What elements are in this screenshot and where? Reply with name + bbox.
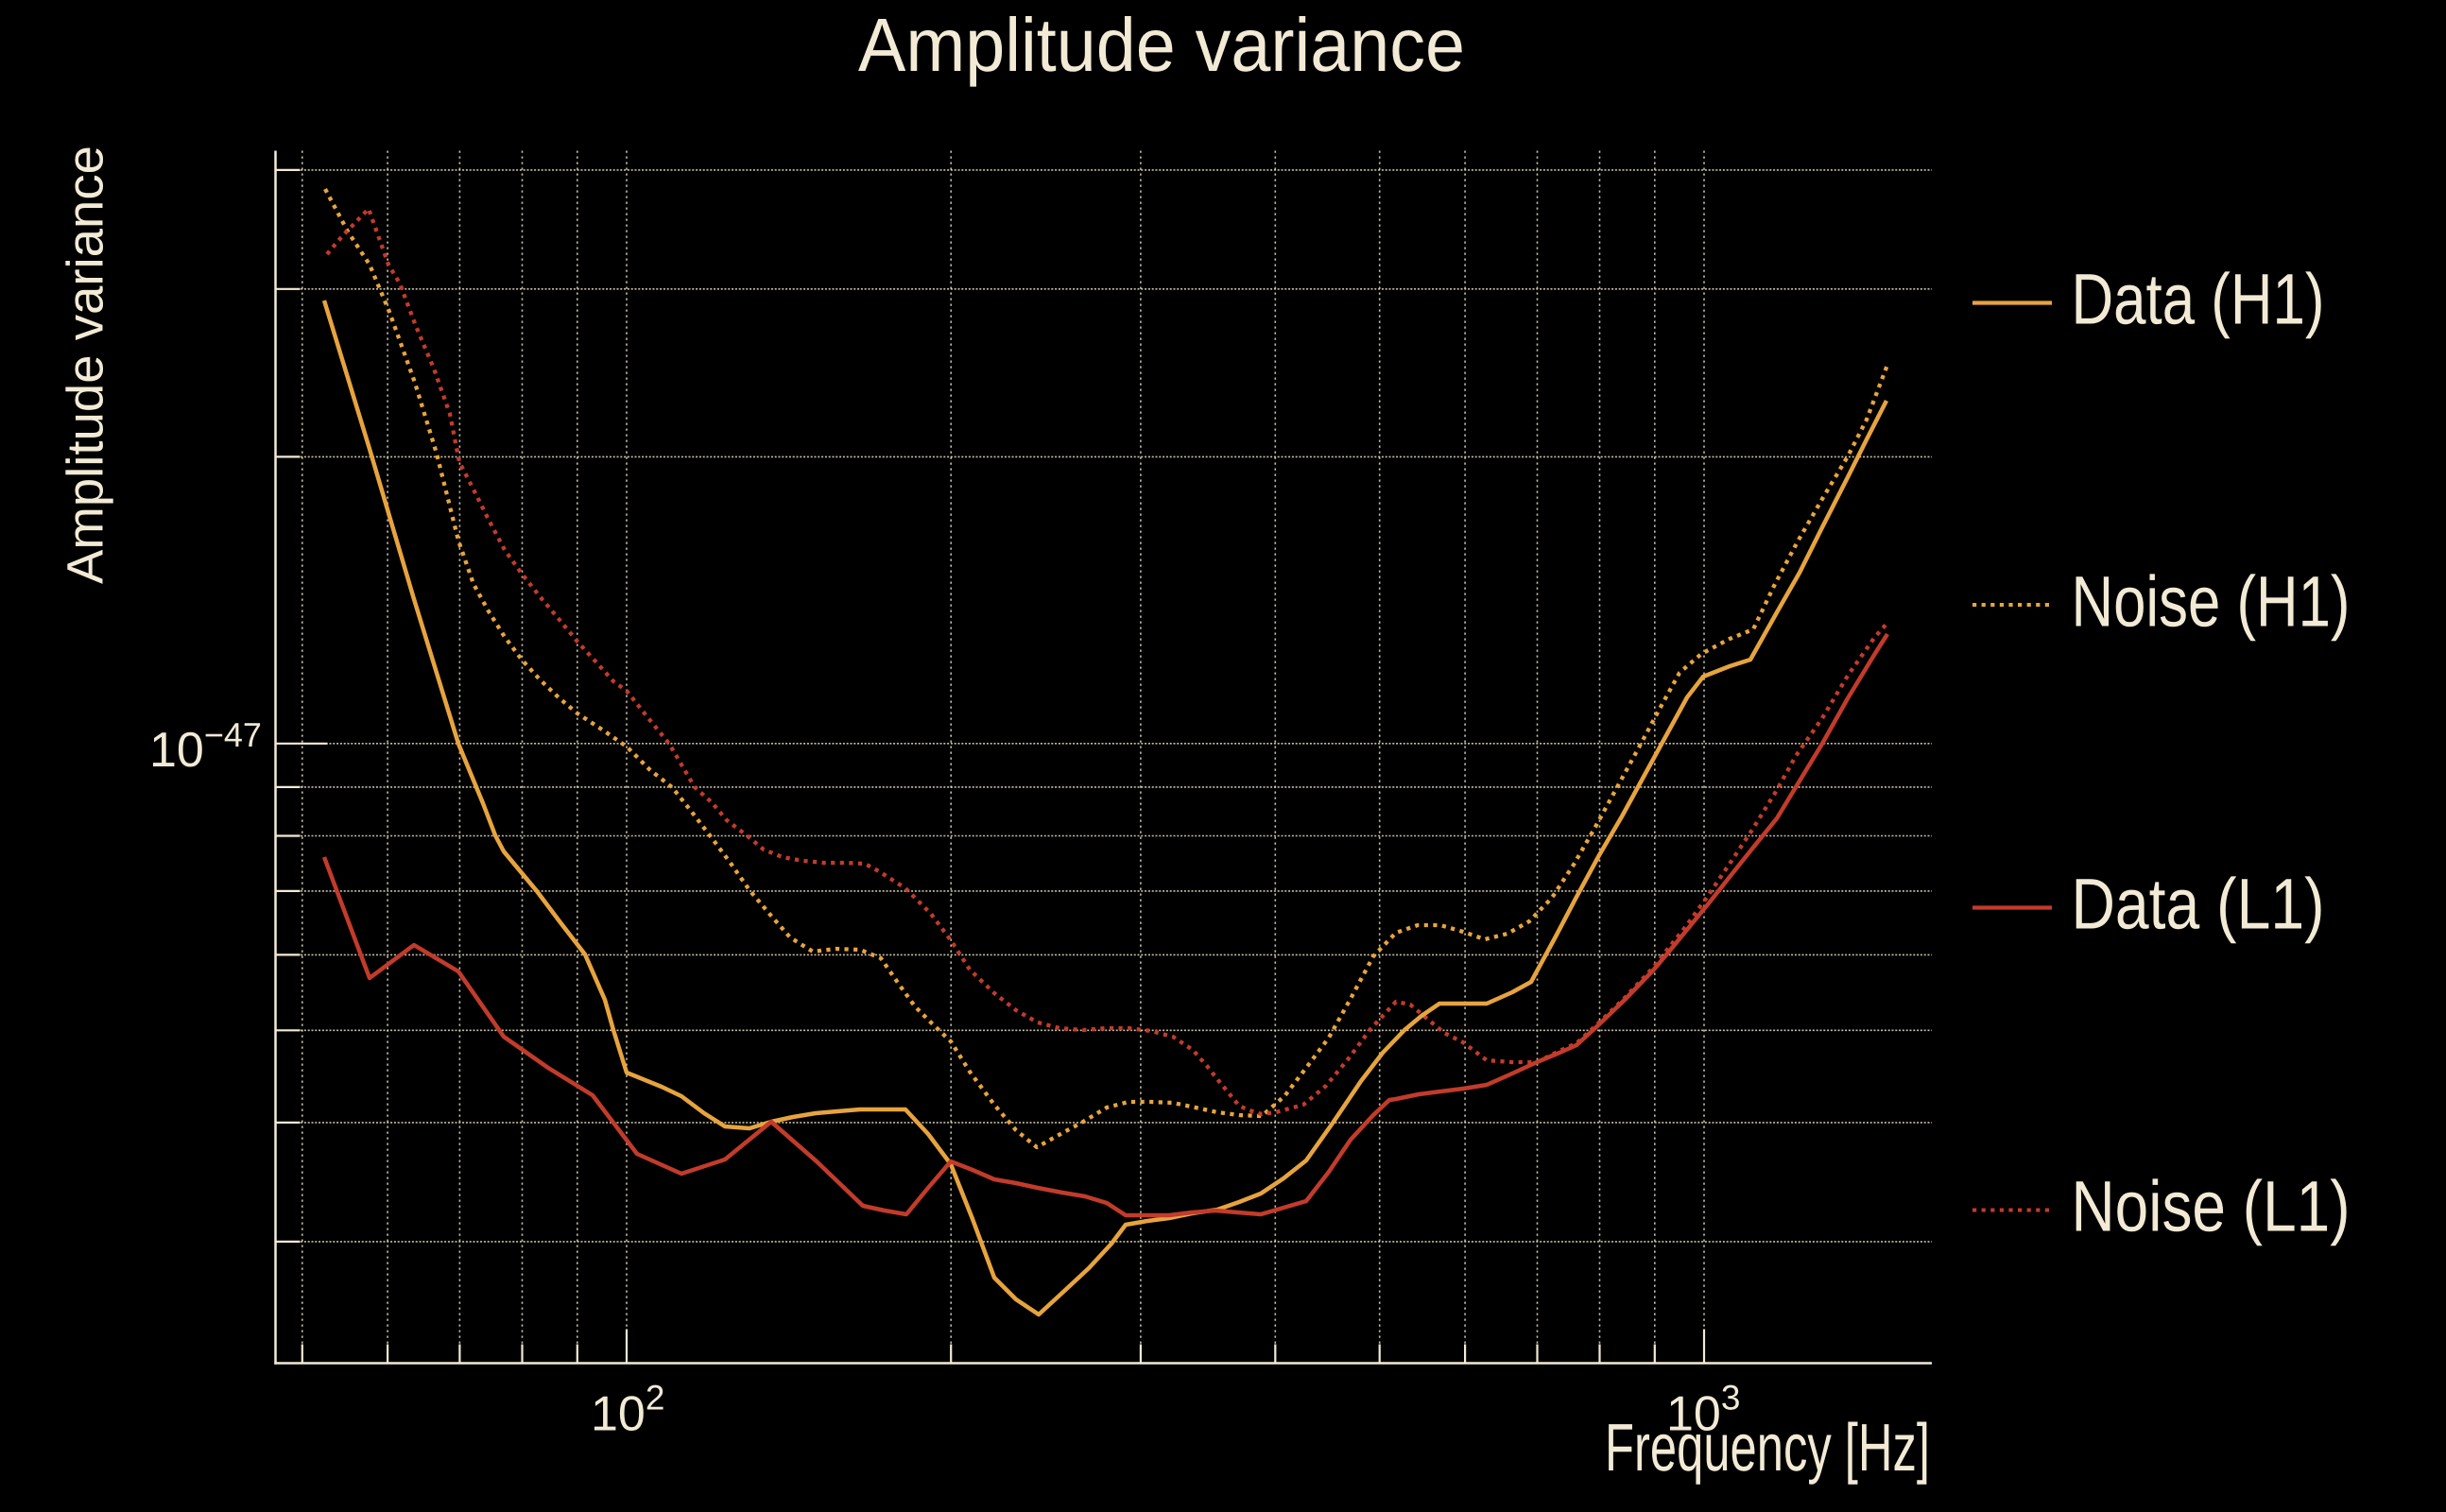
svg-text:Noise (H1): Noise (H1) <box>2072 562 2351 643</box>
svg-text:Frequency [Hz]: Frequency [Hz] <box>1605 1411 1930 1486</box>
svg-text:Data (H1): Data (H1) <box>2072 260 2325 340</box>
svg-text:Data (L1): Data (L1) <box>2072 865 2325 945</box>
svg-text:Amplitude variance: Amplitude variance <box>858 3 1465 87</box>
svg-text:Noise (L1): Noise (L1) <box>2072 1167 2351 1247</box>
svg-text:103: 103 <box>1666 1379 1740 1442</box>
svg-text:Amplitude variance: Amplitude variance <box>58 146 114 584</box>
